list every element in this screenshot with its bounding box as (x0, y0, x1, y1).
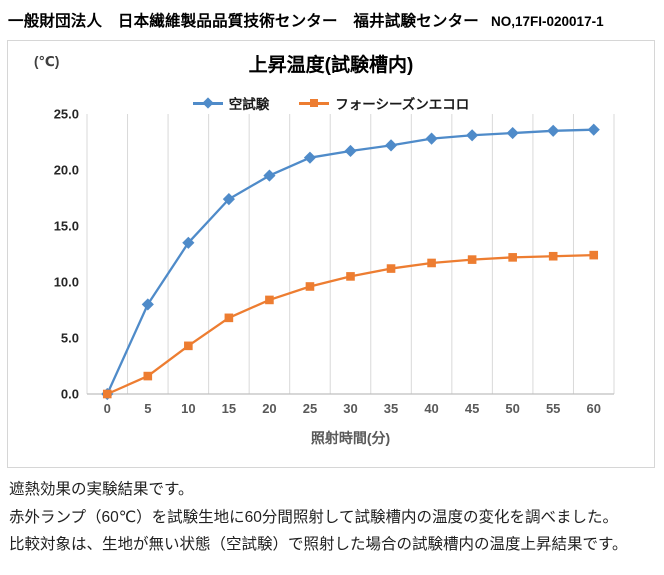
x-tick-label: 5 (144, 401, 151, 416)
plot-area: 0.0 5.0 10.0 15.0 20.0 25.0 0 5 10 15 20 25 30 35 40 45… (54, 107, 615, 416)
data-point-marker (102, 389, 112, 399)
y-tick-label: 15.0 (54, 219, 79, 234)
data-point-marker (182, 236, 195, 249)
data-point-marker (265, 295, 274, 305)
data-point-marker (587, 123, 600, 136)
note-line: 遮熱効果の実験結果です。 (9, 481, 194, 498)
chart-legend: 空試験 フォーシーズンエコロ (8, 93, 654, 113)
data-point-marker (508, 253, 517, 262)
note-line: 赤外ランプ（60℃）を試験生地に60分間照射して試験槽内の温度の変化を調べました… (9, 508, 618, 526)
x-tick-label: 30 (343, 401, 357, 416)
report-number: NO,17FI-020017-1 (491, 14, 604, 29)
data-point-marker (589, 250, 599, 260)
y-axis-unit-label: (℃) (34, 54, 60, 69)
y-tick-label: 20.0 (54, 163, 79, 178)
legend-item-four-seasons-ecolo: フォーシーズンエコロ (299, 93, 469, 113)
y-tick-label: 0.0 (61, 387, 79, 402)
chart-panel: (℃) 上昇温度(試験槽内) 空試験 フォーシーズンエコロ 0.0 5.0 10.0… (7, 40, 655, 468)
x-tick-label: 25 (303, 401, 317, 416)
data-point-marker (263, 169, 276, 182)
legend-label: 空試験 (228, 97, 270, 112)
x-tick-label: 40 (424, 401, 438, 416)
data-point-marker (547, 124, 560, 137)
line-diamond-marker-icon (192, 97, 223, 109)
x-tick-label: 45 (465, 401, 479, 416)
x-tick-label: 20 (262, 401, 276, 416)
data-point-marker (427, 258, 436, 268)
y-tick-label: 10.0 (54, 275, 79, 290)
data-point-marker (184, 341, 193, 351)
x-tick-label: 35 (384, 401, 398, 416)
x-tick-label: 0 (104, 401, 111, 416)
y-tick-label: 5.0 (61, 331, 79, 346)
data-point-marker (303, 151, 317, 164)
data-point-marker (466, 129, 479, 142)
x-tick-label: 60 (586, 401, 600, 416)
organization-name: 一般財団法人 日本繊維製品品質技術センター 福井試験センター (8, 13, 480, 30)
legend-label: フォーシーズンエコロ (335, 97, 470, 112)
line-square-marker-icon (299, 98, 330, 108)
data-point-marker (548, 251, 558, 261)
data-point-marker (344, 144, 357, 158)
series-line-0 (106, 128, 595, 396)
data-point-marker (467, 255, 477, 264)
report-header: 一般財団法人 日本繊維製品品質技術センター 福井試験センター NO,17FI-02… (8, 9, 658, 31)
x-tick-label: 15 (222, 401, 236, 416)
data-point-marker (224, 313, 234, 323)
data-point-marker (425, 132, 438, 145)
data-point-marker (305, 282, 315, 291)
data-point-marker (384, 139, 398, 152)
x-tick-label: 10 (181, 401, 195, 416)
x-tick-label: 55 (546, 401, 560, 416)
legend-item-blank-test: 空試験 (192, 93, 270, 113)
data-point-marker (143, 371, 153, 381)
data-point-marker (222, 193, 235, 206)
data-point-marker (506, 126, 519, 140)
experiment-notes: 遮熱効果の実験結果です。 赤外ランプ（60℃）を試験生地に60分間照射して試験槽… (9, 476, 657, 559)
x-axis-title: 照射時間(分) (310, 430, 391, 446)
x-tick-label: 50 (505, 401, 519, 416)
chart-title: 上昇温度(試験槽内) (248, 55, 414, 76)
y-tick-label: 25.0 (54, 107, 79, 122)
note-line: 比較対象は、生地が無い状態（空試験）で照射した場合の試験槽内の温度上昇結果です。 (9, 536, 628, 553)
data-point-marker (346, 272, 355, 281)
data-point-marker (386, 264, 396, 273)
data-point-marker (141, 298, 154, 311)
